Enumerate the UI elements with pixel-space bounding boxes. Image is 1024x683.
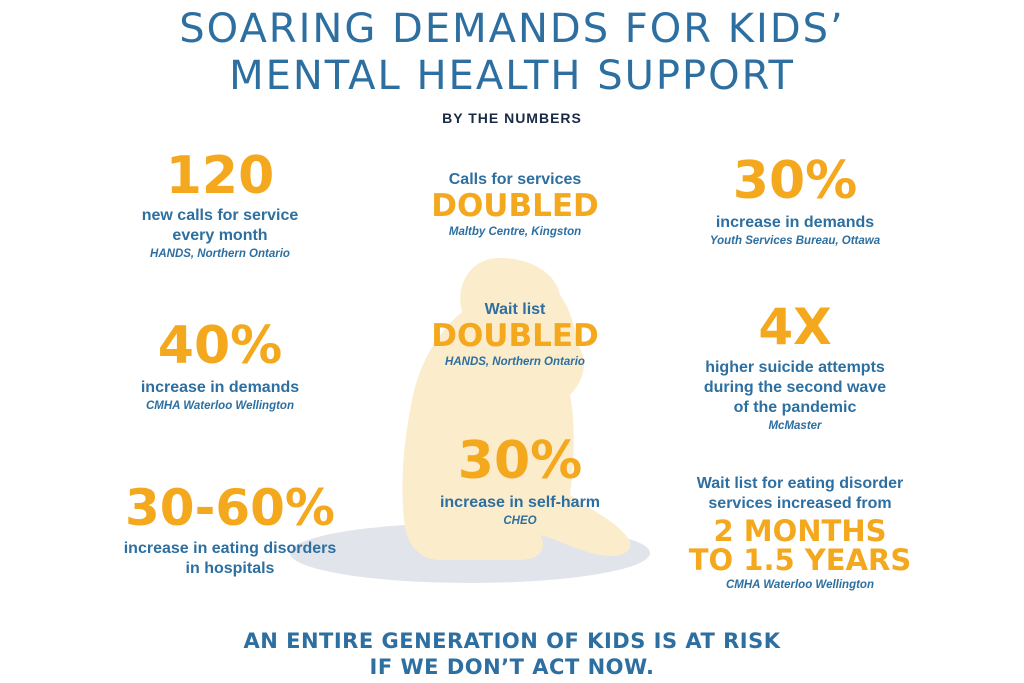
- stat-source: CHEO: [503, 515, 537, 527]
- stat-eating-disorders: 30-60% increase in eating disorders in h…: [90, 483, 370, 579]
- stat-eating-waitlist: Wait list for eating disorder services i…: [660, 474, 940, 593]
- stat-source: Youth Services Bureau, Ottawa: [709, 235, 881, 247]
- stat-label: new calls for service: [141, 207, 299, 224]
- stat-waitlist-doubled: Wait list DOUBLED HANDS, Northern Ontari…: [400, 300, 630, 370]
- stat-source: CMHA Waterloo Wellington: [145, 400, 294, 412]
- stat-label: during the second wave: [703, 379, 887, 396]
- stat-number: 120: [165, 146, 275, 206]
- stat-label: increase in eating disorders: [123, 540, 337, 557]
- stat-label: increase in demands: [140, 379, 300, 396]
- stat-number: TO 1.5 YEARS: [688, 543, 912, 577]
- stat-suicide-attempts: 4X higher suicide attempts during the se…: [670, 302, 920, 434]
- stat-number: DOUBLED: [431, 188, 599, 224]
- stat-number: 4X: [758, 298, 832, 356]
- stat-label: Wait list for eating disorder: [696, 475, 904, 492]
- call-to-action: AN ENTIRE GENERATION OF KIDS IS AT RISK …: [0, 628, 1024, 680]
- stat-label: increase in self-harm: [439, 494, 601, 511]
- title-line-1: SOARING DEMANDS FOR KIDS’: [179, 6, 845, 52]
- stat-label: in hospitals: [185, 560, 275, 577]
- page-subtitle: BY THE NUMBERS: [442, 110, 582, 126]
- stat-label: every month: [172, 227, 268, 244]
- stat-calls-doubled: Calls for services DOUBLED Maltby Centre…: [400, 170, 630, 240]
- stat-number: 30-60%: [124, 479, 335, 537]
- stat-source: McMaster: [768, 420, 822, 432]
- stat-demands-waterloo: 40% increase in demands CMHA Waterloo We…: [100, 320, 340, 414]
- stat-number: DOUBLED: [431, 318, 599, 354]
- stat-label: increase in demands: [715, 214, 875, 231]
- stat-source: HANDS, Northern Ontario: [150, 248, 290, 260]
- footer-line-2: IF WE DON’T ACT NOW.: [369, 655, 655, 679]
- title-line-2: MENTAL HEALTH SUPPORT: [229, 53, 795, 99]
- stat-demands-ottawa: 30% increase in demands Youth Services B…: [670, 155, 920, 249]
- stat-label: services increased from: [708, 495, 892, 512]
- stat-label: Wait list: [484, 301, 546, 318]
- stat-self-harm: 30% increase in self-harm CHEO: [410, 435, 630, 529]
- stat-number: 40%: [157, 316, 283, 376]
- stat-number: 30%: [732, 151, 858, 211]
- page-title: SOARING DEMANDS FOR KIDS’ MENTAL HEALTH …: [0, 6, 1024, 100]
- footer-line-1: AN ENTIRE GENERATION OF KIDS IS AT RISK: [243, 629, 781, 653]
- stat-source: CMHA Waterloo Wellington: [725, 579, 874, 591]
- stat-label: Calls for services: [448, 171, 582, 188]
- stat-source: Maltby Centre, Kingston: [448, 226, 582, 238]
- stat-new-calls: 120 new calls for service every month HA…: [110, 150, 330, 262]
- stat-label: of the pandemic: [733, 399, 857, 416]
- stat-label: higher suicide attempts: [705, 359, 885, 376]
- stat-number: 2 MONTHS: [713, 514, 887, 548]
- child-silhouette: [402, 258, 631, 560]
- stat-number: 30%: [457, 431, 583, 491]
- stat-source: HANDS, Northern Ontario: [445, 356, 585, 368]
